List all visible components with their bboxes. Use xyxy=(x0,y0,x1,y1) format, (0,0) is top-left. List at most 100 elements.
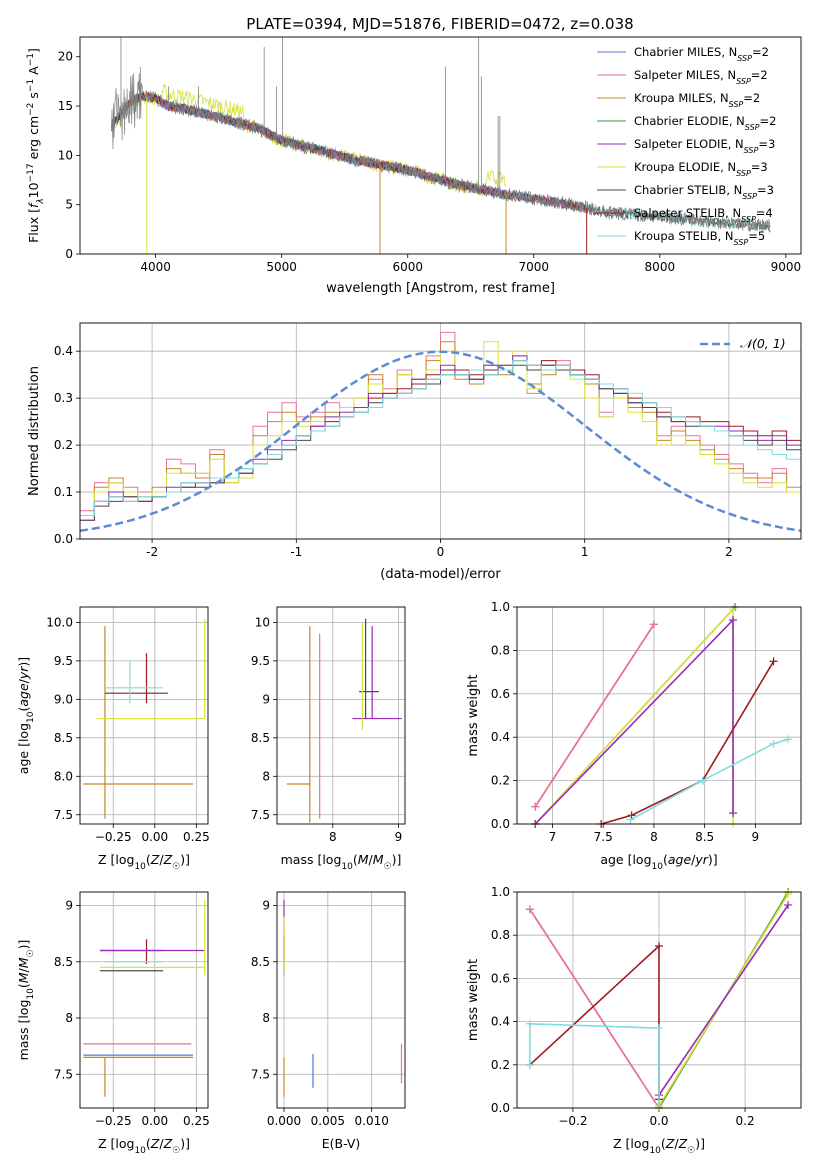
y-tick-label: 7.5 xyxy=(54,808,73,822)
mass-weight-marker xyxy=(784,890,793,899)
y-tick-label: 7.5 xyxy=(251,1067,270,1081)
residual-histograms xyxy=(80,331,801,533)
spectrum-x-label: wavelength [Angstrom, rest frame] xyxy=(326,281,555,296)
massweight_vs_Z-frame xyxy=(516,891,802,1109)
residual-histogram-a xyxy=(80,331,801,512)
x-tick-label: 0.25 xyxy=(183,830,210,844)
mass-weight-line xyxy=(630,738,789,821)
mass-weight-marker xyxy=(525,905,534,914)
y-tick-label: 0.2 xyxy=(54,438,73,452)
y-tick-label: 15 xyxy=(58,99,73,113)
x-tick-label: 0.00 xyxy=(141,1114,168,1128)
y-tick-label: 9 xyxy=(262,692,270,706)
mass-weight-line xyxy=(529,908,660,1109)
mass-weight-marker xyxy=(729,605,738,614)
residual-histogram-g xyxy=(80,360,801,516)
x-tick-label: 9 xyxy=(395,830,403,844)
x-tick-label: 0.00 xyxy=(141,830,168,844)
x-tick-label: 0.2 xyxy=(736,1114,755,1128)
x-tick-label: 7000 xyxy=(519,260,550,274)
mass-weight-line xyxy=(600,660,775,825)
y-tick-label: 5 xyxy=(65,198,73,212)
x-tick-label: -2 xyxy=(146,545,158,559)
x-tick-label: 8 xyxy=(329,830,337,844)
x-tick-label: 7 xyxy=(549,830,557,844)
mass-weight-marker xyxy=(784,900,793,909)
x-tick-label: 1 xyxy=(581,545,589,559)
figure-title: PLATE=0394, MJD=51876, FIBERID=0472, z=0… xyxy=(246,15,633,33)
legend-label: Kroupa MILES, NSSP=2 xyxy=(634,91,760,109)
mass_vs_Z-frame xyxy=(79,891,209,1109)
mass-weight-marker xyxy=(649,620,658,629)
residuals-axes: -2 -1 0 1 2 0.0 0.1 0.2 0.3 0.4 xyxy=(54,323,801,559)
y-tick-label: 9.5 xyxy=(251,654,270,668)
residual-y-label: Normed distribution xyxy=(27,366,42,496)
y-tick-label: 0.8 xyxy=(491,643,510,657)
y-tick-label: 8.5 xyxy=(251,731,270,745)
y-tick-label: 20 xyxy=(58,50,73,64)
normal-curve xyxy=(80,350,801,533)
massweight_vs_Z-lines xyxy=(525,888,793,1112)
y-tick-label: 1.0 xyxy=(491,600,510,614)
mass-weight-marker xyxy=(698,776,707,785)
mass-weight-marker xyxy=(627,811,636,820)
spectrum-curves xyxy=(111,37,771,254)
x-tick-label: −0.25 xyxy=(95,830,132,844)
mass-weight-marker xyxy=(655,1024,663,1033)
x-tick-label: -1 xyxy=(290,545,302,559)
x-tick-label: 2 xyxy=(725,545,733,559)
x-tick-label: 7.5 xyxy=(594,830,613,844)
y-tick-label: 8 xyxy=(65,1011,73,1025)
y-tick-label: 7.5 xyxy=(251,808,270,822)
mass_vs_Z-axes: −0.25 0.00 0.25 7.5 8 8.5 9 xyxy=(54,892,210,1128)
y-tick-label: 7.5 xyxy=(54,1067,73,1081)
mass-weight-marker xyxy=(655,942,663,950)
residual-legend: 𝒩(0, 1) xyxy=(700,336,786,351)
age_vs_mass-axes: 8 9 7.5 8 8.5 9 9.5 10 xyxy=(251,607,405,844)
x-tick-label: 5000 xyxy=(266,260,297,274)
y-tick-label: 8 xyxy=(262,769,270,783)
spectrum-axes: 4000 5000 6000 7000 8000 9000 0 5 10 15 20 xyxy=(58,50,801,274)
age_vs_Z-x-label: Z [log10(Z/Z☉)] xyxy=(98,852,190,872)
x-tick-label: 4000 xyxy=(140,260,171,274)
mass_vs_Z-points xyxy=(83,899,206,1097)
y-tick-label: 0.0 xyxy=(54,532,73,546)
mass_vs_ebv-points xyxy=(283,899,403,1097)
x-tick-label: 0.25 xyxy=(183,1114,210,1128)
massweight_vs_age-lines xyxy=(531,603,792,828)
legend-label: Salpeter MILES, NSSP=2 xyxy=(634,68,768,86)
y-tick-label: 8 xyxy=(262,1011,270,1025)
y-tick-label: 9 xyxy=(262,899,270,913)
legend-label: Chabrier MILES, NSSP=2 xyxy=(634,45,769,63)
massweight_vs_age-y-label: mass weight xyxy=(466,674,481,756)
x-tick-label: 9000 xyxy=(771,260,802,274)
mass-weight-marker xyxy=(769,657,778,666)
legend-label: Chabrier ELODIE, NSSP=2 xyxy=(634,114,776,132)
residuals-frame xyxy=(79,322,802,540)
y-tick-label: 8.5 xyxy=(54,731,73,745)
age_vs_Z-y-label: age [log10(age/yr)] xyxy=(16,657,36,774)
massweight_vs_age-frame xyxy=(516,606,802,825)
y-tick-label: 0.4 xyxy=(491,1015,510,1029)
legend-label: 𝒩(0, 1) xyxy=(740,336,786,351)
y-tick-label: 0.1 xyxy=(54,485,73,499)
y-tick-label: 9.5 xyxy=(54,654,73,668)
y-tick-label: 0.6 xyxy=(491,687,510,701)
y-tick-label: 1.0 xyxy=(491,885,510,899)
x-tick-label: 0.0 xyxy=(649,1114,668,1128)
y-tick-label: 0.0 xyxy=(491,1101,510,1115)
spectrum-y-label: Flux [fλ10−17 erg cm−2 s−1 A−1] xyxy=(26,48,46,243)
age_vs_mass-x-label: mass [log10(M/M☉)] xyxy=(281,852,402,872)
x-tick-label: 8000 xyxy=(645,260,676,274)
x-tick-label: 6000 xyxy=(392,260,423,274)
age_vs_mass-frame xyxy=(276,606,406,825)
mass-weight-line xyxy=(534,623,655,808)
spectrum-data-line xyxy=(111,66,771,234)
y-tick-label: 9.0 xyxy=(54,692,73,706)
mass_vs_Z-y-label: mass [log10(M/M☉)] xyxy=(16,940,36,1061)
spectrum-legend: Chabrier MILES, NSSP=2 Salpeter MILES, NS… xyxy=(597,45,776,247)
legend-label: Kroupa STELIB, NSSP=5 xyxy=(634,229,765,247)
x-tick-label: 0.000 xyxy=(267,1114,301,1128)
legend-label: Kroupa ELODIE, NSSP=3 xyxy=(634,160,768,178)
residual-histogram-c xyxy=(80,341,801,516)
